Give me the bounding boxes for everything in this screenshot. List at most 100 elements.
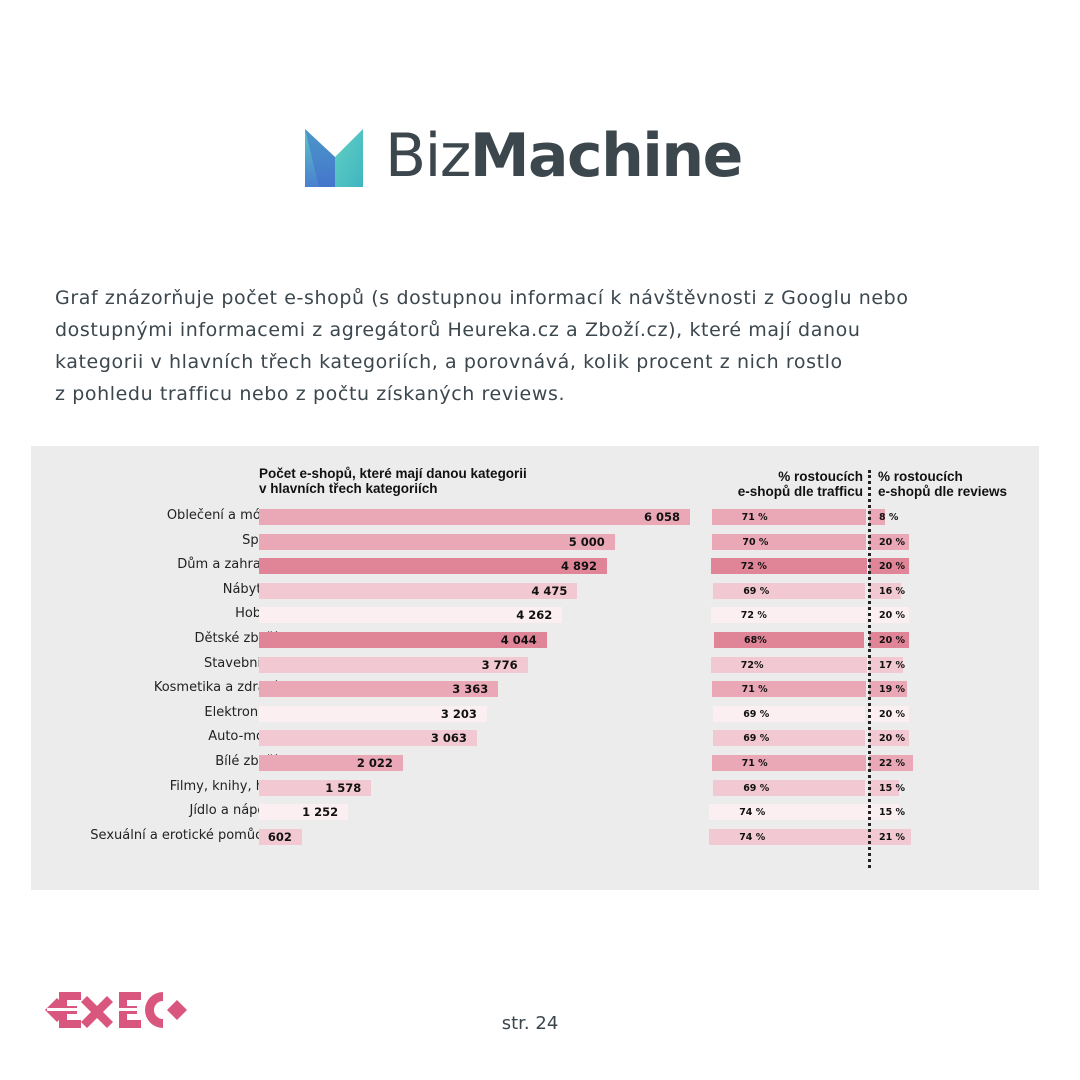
count-bar — [259, 632, 547, 648]
traffic-header: % rostoucích e-shopů dle trafficu — [671, 469, 863, 499]
count-label: 3 776 — [481, 657, 518, 672]
traffic-bar — [710, 607, 868, 624]
chart-title: Počet e-shopů, které mají danou kategori… — [259, 466, 527, 496]
traffic-label: 71 % — [741, 684, 768, 696]
traffic-label: 70 % — [742, 536, 769, 548]
category-label: Sport — [31, 533, 277, 548]
traffic-bar — [712, 533, 866, 550]
column-divider — [868, 470, 871, 868]
count-label: 1 578 — [325, 780, 362, 795]
reviews-label: 20 % — [879, 561, 906, 573]
reviews-header: % rostoucích e-shopů dle reviews — [878, 469, 1007, 499]
reviews-label: 19 % — [879, 684, 906, 696]
traffic-bar — [711, 755, 867, 771]
reviews-label: 15 % — [879, 807, 906, 819]
count-label: 1 252 — [302, 805, 339, 820]
reviews-header-line: e-shopů dle reviews — [878, 484, 1008, 499]
traffic-label: 69 % — [743, 708, 770, 720]
count-label: 3 203 — [440, 706, 477, 721]
traffic-label: 69 % — [743, 782, 770, 794]
count-label: 4 262 — [516, 608, 553, 623]
reviews-bar — [869, 582, 901, 599]
reviews-bar — [869, 755, 913, 771]
reviews-label: 20 % — [879, 708, 906, 720]
count-bar — [259, 804, 349, 821]
count-label: 5 000 — [568, 534, 605, 549]
reviews-bar — [869, 558, 909, 575]
exec-logo — [45, 992, 187, 1028]
reviews-label: 16 % — [879, 585, 906, 597]
count-bar — [259, 656, 528, 673]
traffic-label: 72 % — [740, 610, 767, 622]
reviews-bar — [869, 533, 909, 550]
reviews-label: 20 % — [879, 635, 906, 646]
count-label: 4 475 — [531, 583, 568, 598]
bizmachine-logo: BizMachine — [305, 121, 785, 195]
count-label: 4 892 — [561, 559, 598, 574]
count-bar — [259, 828, 302, 845]
count-label: 602 — [267, 829, 292, 844]
reviews-bar — [869, 681, 907, 698]
traffic-bar — [711, 681, 867, 698]
intro-line: z pohledu trafficu nebo z počtu získanýc… — [55, 383, 566, 405]
traffic-label: 72% — [740, 659, 764, 671]
traffic-label: 74 % — [739, 831, 766, 843]
reviews-bar — [869, 509, 885, 525]
category-label: Dětské zboží — [194, 631, 277, 646]
traffic-bar — [713, 730, 865, 747]
traffic-header-line: e-shopů dle trafficu — [737, 484, 863, 499]
traffic-label: 69 % — [743, 585, 770, 597]
category-label: Elektronika — [204, 704, 277, 720]
traffic-label: 68% — [744, 635, 767, 646]
count-label: 3 363 — [452, 682, 489, 697]
traffic-bar — [711, 509, 867, 525]
reviews-bar — [869, 705, 909, 722]
count-label: 6 058 — [643, 510, 680, 524]
count-bar — [259, 779, 372, 796]
logo-text-bold: Machine — [469, 121, 743, 191]
reviews-label: 21 % — [879, 831, 906, 843]
traffic-label: 71 % — [741, 758, 768, 769]
intro-line: dostupnými informacemi z agregátorů Heur… — [55, 319, 861, 341]
traffic-bar — [710, 558, 868, 575]
traffic-label: 71 % — [741, 512, 768, 523]
category-label: Oblečení a móda — [166, 508, 277, 523]
reviews-bar — [869, 804, 899, 821]
reviews-bar — [869, 779, 899, 796]
count-bar — [259, 558, 608, 575]
traffic-bar — [714, 632, 864, 648]
category-label: Hobby — [235, 606, 277, 622]
reviews-bar — [869, 632, 909, 648]
count-bar — [259, 730, 477, 747]
count-bar — [259, 582, 578, 599]
reviews-bar — [869, 607, 909, 624]
count-label: 4 044 — [500, 633, 537, 647]
traffic-header-line: % rostoucích — [778, 469, 863, 484]
reviews-label: 20 % — [879, 536, 906, 548]
reviews-label: 20 % — [879, 733, 906, 745]
traffic-bar — [710, 656, 868, 673]
intro-paragraph: Graf znázorňuje počet e-shopů (s dostupn… — [55, 282, 1035, 410]
category-label: Nábytek — [222, 581, 277, 597]
traffic-bar — [713, 582, 865, 599]
category-label: Auto-moto — [208, 729, 277, 745]
reviews-label: 20 % — [879, 610, 906, 622]
count-bar — [259, 681, 499, 698]
reviews-label: 8 % — [879, 512, 899, 523]
category-label: Sexuální a erotické pomůcky — [90, 827, 277, 843]
category-label: Jídlo a nápoje — [189, 803, 277, 819]
traffic-label: 69 % — [743, 733, 770, 745]
traffic-label: 72 % — [740, 561, 767, 573]
reviews-bar — [869, 656, 903, 673]
chart-title-line: Počet e-shopů, které mají danou kategori… — [259, 466, 527, 481]
chart-title-line: v hlavních třech kategoriích — [259, 481, 438, 496]
reviews-label: 17 % — [879, 659, 906, 671]
count-label: 2 022 — [356, 756, 393, 770]
traffic-bar — [713, 779, 865, 796]
chart-panel: Počet e-shopů, které mají danou kategori… — [31, 446, 1039, 890]
category-label: Dům a zahrada — [177, 557, 277, 573]
count-bar — [259, 509, 690, 525]
category-label: Kosmetika a zdraví — [153, 680, 277, 696]
category-label: Bílé zboží — [215, 754, 277, 769]
traffic-bar — [709, 804, 869, 821]
